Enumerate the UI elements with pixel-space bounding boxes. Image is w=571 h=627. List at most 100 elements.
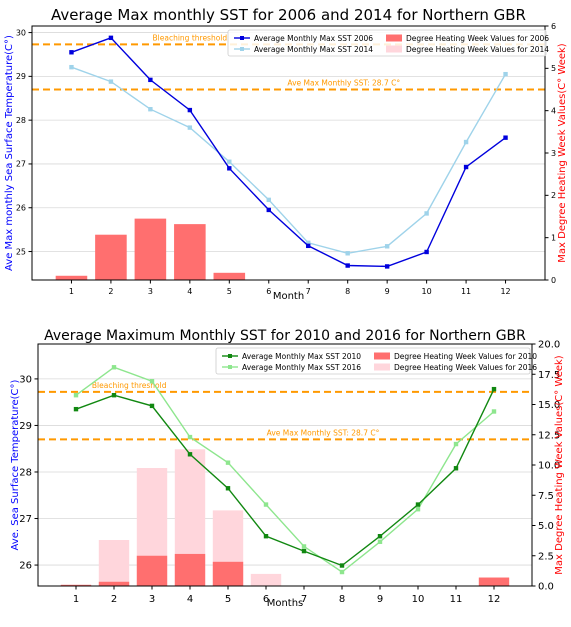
x-axis-label: Months [267,598,304,609]
legend-entry: Average Monthly Max SST 2010 [242,352,361,361]
sst-point [301,544,307,549]
y-tick-label: 29 [19,421,32,432]
dhw-bar [98,581,130,586]
legend-marker-swatch [228,354,232,358]
sst-point [415,507,421,512]
sst-point [108,79,114,84]
x-tick-label: 9 [385,287,390,296]
dhw-bar [134,218,167,280]
y-tick-label: 27 [16,160,26,169]
y2-tick-label: 2 [551,191,556,200]
sst-point [69,50,74,55]
x-tick-label: 12 [500,287,510,296]
y-tick-label: 30 [16,28,26,37]
x-axis-label: Month [273,291,304,302]
legend-entry: Degree Heating Week Values for 2014 [406,45,549,54]
dhw-bar [55,275,88,280]
y2-tick-label: 15.0 [538,400,560,411]
y-tick-label: 25 [16,247,26,256]
x-tick-label: 3 [149,594,155,605]
y2-tick-label: 12.5 [538,430,560,441]
sst-point [491,409,497,414]
x-tick-label: 10 [422,287,432,296]
x-tick-label: 1 [69,287,74,296]
y2-tick-label: 5 [551,64,556,73]
sst-point [424,249,429,255]
dhw-bar [98,540,130,586]
reference-line-label: Ave Max Monthly SST: 28.7 C° [287,79,400,88]
sst-point [263,534,269,539]
x-tick-label: 6 [266,287,271,296]
sst-point [266,197,271,203]
y2-tick-label: 17.5 [538,370,560,381]
x-tick-label: 3 [148,287,153,296]
legend-box [215,347,531,375]
sst-point [149,379,155,384]
sst-series-line [71,36,506,268]
legend-entry: Degree Heating Week Values for 2016 [394,363,537,372]
dhw-bar [212,561,244,586]
sst-series-line [71,66,507,255]
sst-point [225,460,231,465]
y2-tick-label: 0.0 [538,582,554,593]
legend-box [227,29,547,57]
sst-point [345,251,350,256]
chart-title: Average Maximum Monthly SST for 2010 and… [44,328,526,344]
y-tick-label: 27 [19,514,32,525]
y-axis-label: Ave Max monthly Sea Surface Temperature(… [4,35,15,271]
dhw-bar [250,573,282,586]
y2-tick-label: 7.5 [538,491,554,502]
legend-entry: Degree Heating Week Values for 2006 [406,34,549,43]
legend-marker-swatch [240,36,244,40]
sst-point [453,466,459,471]
sst-point [345,263,350,268]
reference-line-label: Ave Max Monthly SST: 28.7 C° [267,428,380,437]
sst-point [111,365,117,370]
sst-point [108,35,114,41]
y2-tick-label: 5.0 [538,521,554,532]
x-tick-label: 8 [345,287,350,296]
y-axis-label: Ave. Sea Surface Temperature(C°) [10,379,21,550]
sst-point [73,406,79,412]
chart-title: Average Max monthly SST for 2006 and 201… [51,6,526,24]
sst-point [227,166,232,171]
sst-point [384,264,390,269]
sst-point [463,139,469,145]
x-tick-label: 4 [187,287,192,296]
x-tick-label: 9 [377,594,383,605]
sst-point [187,452,193,457]
legend-marker-swatch [228,365,232,369]
sst-point [415,502,421,507]
sst-point [306,240,311,245]
reference-line-label: Bleaching threshold [153,33,228,42]
y2-tick-label: 3 [551,149,556,158]
sst-point [503,71,508,77]
y2-tick-label: 1 [551,233,556,242]
y2-tick-label: 2.5 [538,551,554,562]
y2-axis-label: Max Degree Heating Week Values(C° Week) [554,355,565,574]
sst-point [111,392,117,398]
sst-point [377,539,383,544]
x-tick-label: 10 [412,594,425,605]
sst-point [453,441,459,447]
x-tick-label: 12 [488,594,501,605]
x-tick-label: 11 [450,594,463,605]
dhw-bar [478,577,510,586]
sst-point [503,135,508,140]
dhw-bar [60,584,92,586]
x-tick-label: 11 [461,287,471,296]
dhw-bar [174,224,206,280]
x-tick-label: 5 [227,287,232,296]
legend-entry: Average Monthly Max SST 2014 [254,45,373,54]
reference-line-label: Bleaching threshold [92,381,167,390]
y-tick-label: 26 [19,561,32,572]
sst-point [266,207,271,213]
dhw-bar [95,234,127,280]
y-tick-label: 28 [16,116,26,125]
sst-point [148,107,153,112]
x-tick-label: 7 [301,594,307,605]
sst-point [148,77,153,83]
sst-point [187,434,193,440]
